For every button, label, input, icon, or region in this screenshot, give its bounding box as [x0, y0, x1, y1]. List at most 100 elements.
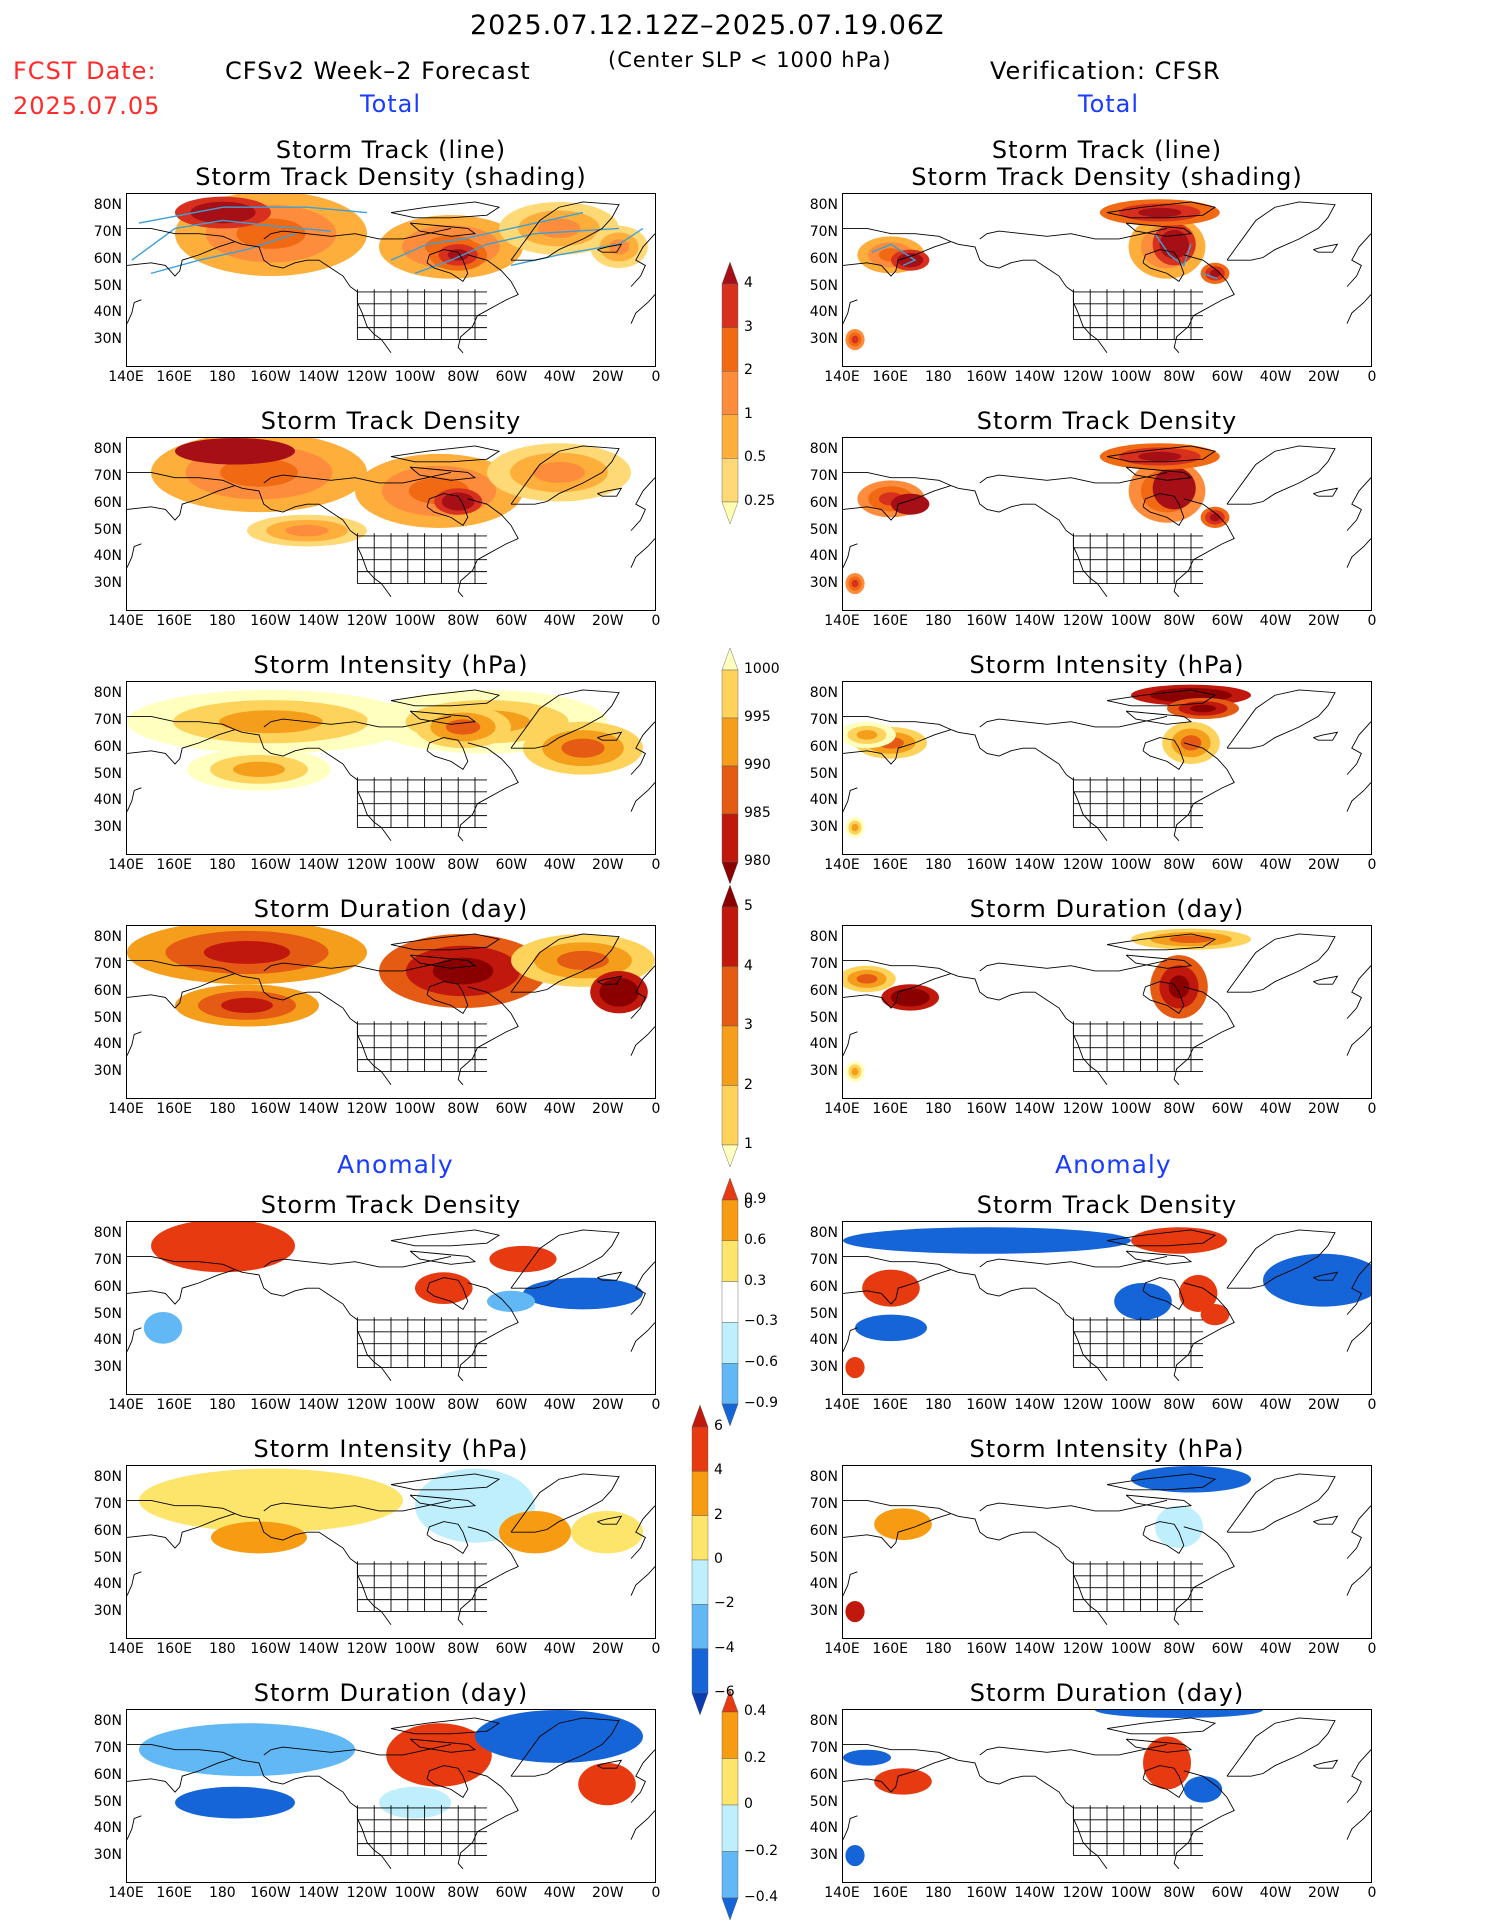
duration-anomaly-colorbar	[721, 1690, 739, 1920]
anomaly-label-left: Anomaly	[337, 1150, 454, 1179]
lon-label: 100W	[394, 857, 436, 873]
coastline	[426, 493, 469, 526]
coastline	[843, 729, 959, 765]
coastline	[597, 243, 623, 253]
colorbar-swatch	[691, 1515, 709, 1561]
intensity-anomaly-colorbar	[691, 1405, 709, 1715]
lon-label: 160W	[966, 1101, 1007, 1117]
lon-label: 120W	[346, 857, 388, 873]
colorbar-label: 1000	[744, 661, 780, 677]
lat-label: 60N	[809, 1522, 838, 1539]
lon-label: 160W	[250, 1101, 291, 1117]
lon-label: 80W	[1163, 1641, 1196, 1657]
lon-label: 0	[651, 369, 661, 385]
lon-label: 160E	[872, 1641, 908, 1657]
field-blob	[1263, 1253, 1371, 1307]
lon-label: 120W	[346, 613, 388, 629]
coastline	[1142, 1277, 1185, 1310]
lon-label: 40W	[1259, 1101, 1292, 1117]
lat-label: 50N	[809, 1549, 838, 1566]
lon-label: 80W	[1163, 1885, 1196, 1901]
coastline	[510, 1717, 620, 1777]
coastline	[510, 1473, 620, 1533]
lon-label: 0	[651, 613, 661, 629]
panel-title-fcst-trackline-1: Storm Track Density (shading)	[195, 163, 587, 191]
lat-label: 50N	[809, 1009, 838, 1026]
lat-label: 50N	[93, 1009, 122, 1026]
lon-label: 140E	[824, 1101, 860, 1117]
map-canvas	[843, 1466, 1371, 1626]
lon-label: 40W	[543, 613, 576, 629]
colorbar-swatch	[691, 1426, 709, 1472]
lon-label: 0	[1367, 1397, 1377, 1413]
lon-label: 140W	[1014, 1885, 1055, 1901]
field-blob	[851, 1067, 859, 1076]
lat-label: 30N	[93, 1847, 122, 1864]
lat-label: 50N	[93, 1549, 122, 1566]
lat-label: 50N	[93, 765, 122, 782]
coastline	[263, 959, 452, 972]
field-blob	[843, 1227, 1131, 1254]
field-blob	[1190, 704, 1216, 713]
lon-label: 140E	[824, 857, 860, 873]
coastline	[979, 471, 1168, 484]
map-panel-obs-duration	[842, 925, 1372, 1099]
colorbar-label: 4	[744, 957, 753, 974]
lon-label: 180	[208, 1397, 236, 1413]
lat-label: 60N	[93, 1522, 122, 1539]
coastline	[1226, 1717, 1336, 1777]
coastline	[630, 477, 655, 531]
coastline	[1142, 1521, 1185, 1554]
coastline	[958, 1515, 1108, 1626]
coastline	[1106, 201, 1217, 219]
lon-label: 120W	[1062, 1101, 1104, 1117]
lon-label: 120W	[1062, 369, 1104, 385]
lon-label: 140E	[824, 613, 860, 629]
colorbar-label: 980	[744, 853, 771, 869]
density-anomaly-colorbar	[721, 1178, 739, 1426]
lon-label: 160W	[250, 1885, 291, 1901]
coastline	[263, 227, 452, 240]
lon-label: 180	[208, 613, 236, 629]
lon-label: 80W	[447, 613, 480, 629]
field-blob	[903, 500, 918, 508]
field-blob	[1155, 1505, 1203, 1549]
coastline	[630, 294, 655, 324]
lat-label: 70N	[809, 1740, 838, 1757]
coastline	[630, 1322, 655, 1352]
field-blob	[213, 446, 257, 456]
coastline	[127, 959, 236, 975]
coastline	[597, 1271, 623, 1281]
lon-label: 100W	[394, 1885, 436, 1901]
coastline	[843, 1513, 959, 1549]
lon-label: 140W	[298, 1885, 339, 1901]
coastline	[1226, 445, 1336, 505]
lat-label: 80N	[93, 1225, 122, 1242]
panel-title-fcst-trackline-0: Storm Track (line)	[275, 136, 507, 164]
lat-label: 70N	[809, 468, 838, 485]
coastline	[979, 959, 1168, 972]
coastline	[1346, 1749, 1371, 1803]
colorbar-swatch	[721, 327, 739, 372]
field-blob	[1166, 480, 1182, 496]
map-panel-obs-density	[842, 437, 1372, 611]
map-panel-fcst-density_anom	[126, 1221, 656, 1395]
coastline	[1106, 689, 1217, 707]
lon-label: 160W	[250, 613, 291, 629]
lat-label: 40N	[93, 1332, 122, 1349]
coastline	[843, 1499, 952, 1515]
date-range-title: 2025.07.12.12Z–2025.07.19.06Z	[470, 10, 945, 41]
lon-label: 140E	[824, 369, 860, 385]
coastline	[843, 1255, 952, 1271]
colorbar-label: −4	[714, 1639, 735, 1656]
map-canvas	[843, 1710, 1371, 1870]
coastline	[242, 1515, 392, 1626]
coastline	[426, 1277, 469, 1310]
coastline	[1346, 1505, 1371, 1559]
coastline	[457, 1526, 519, 1626]
lon-label: 40W	[1259, 1397, 1292, 1413]
coastline	[843, 1757, 959, 1793]
lon-label: 140E	[108, 857, 144, 873]
coastline	[1313, 243, 1339, 253]
coastline	[390, 933, 501, 951]
